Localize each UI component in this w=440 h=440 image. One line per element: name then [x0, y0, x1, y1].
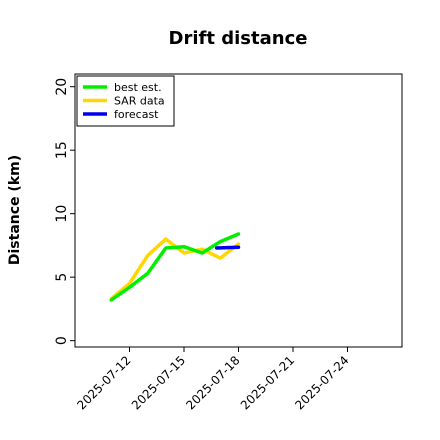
y-tick-label: 15 — [54, 141, 70, 159]
x-tick-label: 2025-07-12 — [74, 353, 133, 412]
x-tick-label: 2025-07-21 — [238, 353, 297, 412]
series-layer — [109, 232, 241, 302]
legend-label: forecast — [114, 108, 159, 121]
y-tick-label: 20 — [54, 78, 70, 96]
x-tick-label: 2025-07-24 — [292, 353, 351, 412]
x-axis-ticks: 2025-07-122025-07-152025-07-182025-07-21… — [74, 347, 352, 412]
legend-label: SAR data — [114, 95, 165, 108]
y-axis-label: Distance (km) — [7, 155, 23, 265]
y-tick-label: 5 — [54, 273, 70, 282]
y-axis-ticks: 0 5 10 15 20 — [54, 78, 75, 345]
legend-label: best est. — [114, 81, 162, 94]
series-line-best-est- — [109, 232, 241, 302]
series-line-forecast — [214, 245, 241, 250]
x-tick-label: 2025-07-18 — [183, 353, 242, 412]
chart-title: Drift distance — [169, 28, 308, 49]
y-tick-label: 10 — [54, 205, 70, 223]
y-tick-label: 0 — [54, 336, 70, 345]
x-tick-label: 2025-07-15 — [129, 353, 188, 412]
